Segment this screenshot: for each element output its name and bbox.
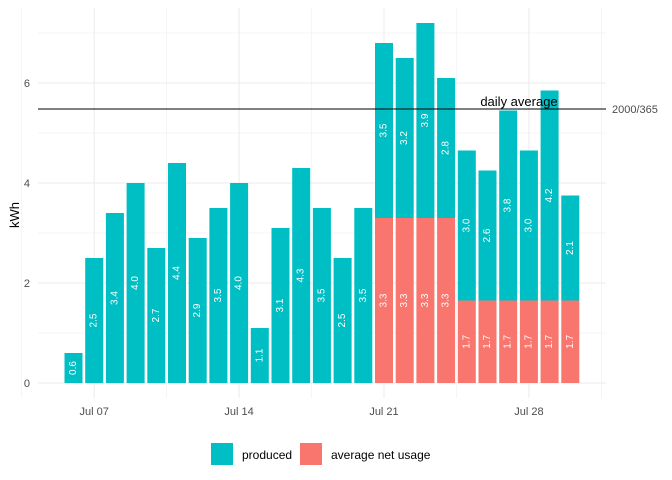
bar-value-label: 3.8: [503, 198, 514, 212]
bar-produced: [292, 168, 311, 383]
x-tick-label: Jul 07: [80, 406, 109, 418]
legend: produced average net usage: [211, 443, 431, 465]
bar-produced: [312, 208, 331, 383]
x-axis-ticks: Jul 07 Jul 14 Jul 21 Jul 28: [80, 406, 544, 418]
bar-average-net-usage: [437, 218, 456, 383]
bar-produced: [209, 208, 228, 383]
x-tick-label: Jul 28: [514, 406, 543, 418]
bars: [64, 23, 580, 383]
bar-produced: [147, 248, 166, 383]
bar-produced: [85, 258, 104, 383]
bar-average-net-usage: [375, 218, 393, 383]
bar-produced: [250, 328, 269, 383]
y-tick-label: 2: [24, 278, 30, 290]
bar-value-label: 3.5: [358, 288, 369, 302]
x-tick-label: Jul 21: [369, 406, 398, 418]
bar-produced: [457, 150, 476, 301]
bar-produced: [105, 213, 124, 383]
bar-produced: [271, 228, 290, 383]
bar-value-label: 1.7: [565, 334, 576, 348]
bar-value-label: 2.7: [151, 308, 162, 322]
legend-swatch-average-net-usage: [300, 443, 322, 465]
bar-value-label: 2.9: [192, 303, 203, 317]
bar-value-label: 3.0: [461, 218, 472, 232]
reference-line-value-label: 2000/365: [612, 104, 658, 116]
daily-average-line: daily average 2000/365: [38, 94, 658, 116]
bar-value-label: 2.5: [337, 313, 348, 327]
bar-value-label: 3.3: [399, 293, 410, 307]
legend-label-average-net-usage: average net usage: [331, 448, 431, 462]
reference-line-label: daily average: [480, 94, 557, 109]
bar-produced: [478, 170, 497, 301]
bar-average-net-usage: [478, 300, 497, 383]
bar-value-label: 3.5: [213, 288, 224, 302]
bar-value-label: 2.6: [482, 228, 493, 242]
bar-average-net-usage: [499, 300, 518, 383]
bar-produced: [416, 23, 435, 218]
y-tick-label: 0: [24, 378, 30, 390]
bar-value-label: 1.7: [461, 334, 472, 348]
bar-value-label: 4.4: [172, 266, 183, 280]
bar-produced: [64, 353, 83, 383]
bar-value-label: 2.5: [89, 313, 100, 327]
bar-value-label: 4.3: [296, 268, 307, 282]
bar-value-label: 3.0: [523, 218, 534, 232]
bar-average-net-usage: [395, 218, 414, 383]
y-axis-title: kWh: [7, 202, 22, 228]
y-axis-ticks: 0 2 4 6: [24, 78, 30, 390]
bar-produced: [188, 238, 207, 383]
bar-produced: [168, 163, 186, 383]
bar-value-label: 1.7: [523, 334, 534, 348]
bar-produced: [437, 78, 456, 218]
bar-value-label: 0.6: [68, 361, 79, 375]
bar-value-label: 3.1: [275, 298, 286, 312]
bar-value-label: 1.7: [544, 334, 555, 348]
bar-produced: [395, 58, 414, 218]
legend-label-produced: produced: [242, 448, 292, 462]
bar-value-label: 4.0: [130, 276, 141, 290]
bar-produced: [230, 183, 249, 383]
bar-produced: [519, 150, 538, 301]
bar-value-label: 2.1: [565, 241, 576, 255]
bar-value-label: 1.7: [482, 334, 493, 348]
bar-produced: [333, 258, 352, 383]
y-tick-label: 6: [24, 78, 30, 90]
bar-value-label: 2.8: [441, 141, 452, 155]
bar-produced: [499, 110, 518, 301]
bar-value-label: 4.2: [544, 188, 555, 202]
bar-value-label: 4.0: [234, 276, 245, 290]
bar-produced: [375, 43, 393, 218]
bar-average-net-usage: [540, 300, 559, 383]
bar-value-label: 3.4: [109, 291, 120, 305]
bar-average-net-usage: [519, 300, 538, 383]
bar-value-label: 3.3: [379, 293, 390, 307]
bar-value-label: 1.1: [254, 348, 265, 362]
bar-value-label: 1.7: [503, 334, 514, 348]
bar-labels: 0.6 2.5 3.4 4.0 2.7 4.4 2.9 3.5 4.0 1.1 3.1 4.3 3.5 2…: [68, 113, 576, 375]
bar-value-label: 3.9: [420, 113, 431, 127]
bar-average-net-usage: [561, 300, 580, 383]
bar-produced: [354, 208, 373, 383]
bar-value-label: 3.3: [441, 293, 452, 307]
bar-average-net-usage: [416, 218, 435, 383]
bar-average-net-usage: [457, 300, 476, 383]
x-tick-label: Jul 14: [224, 406, 253, 418]
legend-swatch-produced: [211, 443, 233, 465]
bar-produced: [126, 183, 145, 383]
y-tick-label: 4: [24, 178, 30, 190]
bar-produced: [561, 195, 580, 301]
bar-value-label: 3.5: [379, 123, 390, 137]
bar-produced: [540, 90, 559, 301]
bar-value-label: 3.5: [316, 288, 327, 302]
bar-value-label: 3.3: [420, 293, 431, 307]
bar-value-label: 3.2: [399, 131, 410, 145]
